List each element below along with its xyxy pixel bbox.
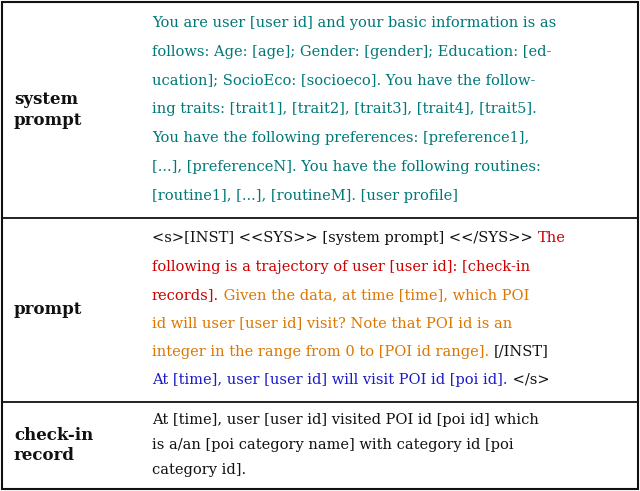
Text: Given the data, at time [time], which POI: Given the data, at time [time], which PO…: [219, 288, 529, 302]
Text: system
prompt: system prompt: [14, 91, 83, 129]
Text: category id].: category id].: [152, 463, 246, 477]
Text: At [time], user [user id] will visit POI id [poi id].: At [time], user [user id] will visit POI…: [152, 373, 508, 387]
Text: [routine1], [...], [routineM]. [user profile]: [routine1], [...], [routineM]. [user pro…: [152, 189, 458, 202]
Text: </s>: </s>: [508, 373, 549, 387]
Text: records].: records].: [152, 288, 219, 302]
Text: You have the following preferences: [preference1],: You have the following preferences: [pre…: [152, 131, 529, 145]
Text: id will user [user id] visit? Note that POI id is an: id will user [user id] visit? Note that …: [152, 316, 512, 330]
Text: The: The: [538, 231, 565, 246]
Text: follows: Age: [age]; Gender: [gender]; Education: [ed-: follows: Age: [age]; Gender: [gender]; E…: [152, 45, 552, 58]
Text: prompt: prompt: [14, 301, 83, 319]
Text: ing traits: [trait1], [trait2], [trait3], [trait4], [trait5].: ing traits: [trait1], [trait2], [trait3]…: [152, 102, 537, 116]
Text: ucation]; SocioEco: [socioeco]. You have the follow-: ucation]; SocioEco: [socioeco]. You have…: [152, 73, 536, 87]
Text: is a/an [poi category name] with category id [poi: is a/an [poi category name] with categor…: [152, 438, 514, 452]
Text: <s>[INST] <<SYS>> [system prompt] <</SYS>>: <s>[INST] <<SYS>> [system prompt] <</SYS…: [152, 231, 538, 246]
Text: integer in the range from 0 to [POI id range].: integer in the range from 0 to [POI id r…: [152, 345, 493, 358]
Text: [/INST]: [/INST]: [493, 345, 548, 358]
Text: You are user [user id] and your basic information is as: You are user [user id] and your basic in…: [152, 16, 556, 30]
Text: check-in
record: check-in record: [14, 427, 93, 464]
Text: At [time], user [user id] visited POI id [poi id] which: At [time], user [user id] visited POI id…: [152, 413, 539, 427]
Text: following is a trajectory of user [user id]: [check-in: following is a trajectory of user [user …: [152, 260, 530, 273]
Text: [...], [preferenceN]. You have the following routines:: [...], [preferenceN]. You have the follo…: [152, 160, 541, 174]
